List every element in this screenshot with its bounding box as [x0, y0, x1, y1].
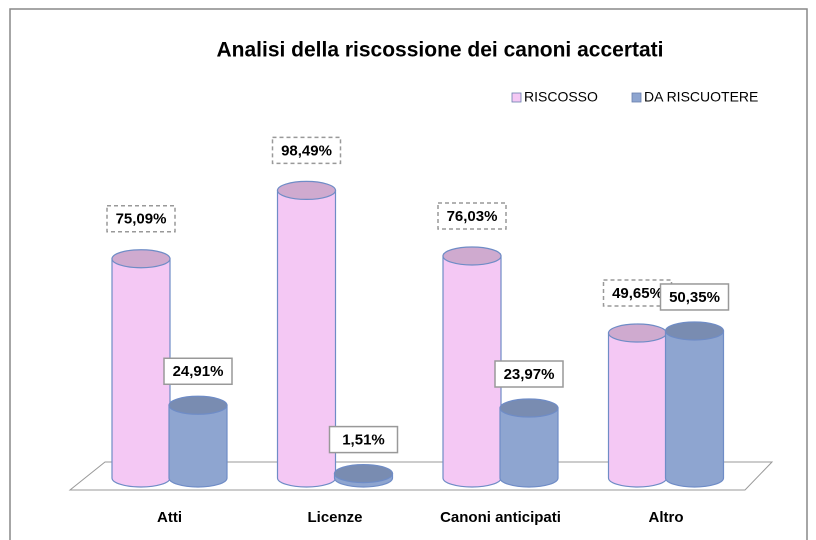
value-label: 50,35%: [669, 289, 720, 306]
bar-top: [111, 249, 171, 269]
bar-top: [442, 246, 502, 266]
bar-top: [276, 180, 337, 201]
floor: [68, 461, 774, 491]
bar-top: [333, 463, 394, 484]
value-label-box: [437, 202, 507, 230]
bar: [664, 330, 725, 488]
bar: [276, 189, 337, 488]
value-label-box: [328, 425, 399, 454]
legend-label: RISCOSSO: [524, 89, 598, 105]
value-label: 23,97%: [504, 366, 555, 383]
x-tick-label: Licenze: [307, 509, 362, 526]
value-label-box: [659, 283, 730, 311]
bar: [442, 255, 502, 488]
x-tick-label: Altro: [649, 509, 684, 526]
bar: [499, 407, 559, 488]
value-label: 49,65%: [612, 285, 663, 302]
legend-swatch: [631, 92, 642, 103]
value-label: 98,49%: [281, 142, 332, 159]
x-tick-label: Canoni anticipati: [440, 509, 561, 526]
chart-title: Analisi della riscossione dei canoni acc…: [216, 39, 663, 62]
value-label-box: [494, 360, 564, 388]
bar: [168, 404, 228, 488]
bar-top: [664, 321, 725, 341]
value-label: 24,91%: [173, 363, 224, 380]
value-label-box: [163, 357, 233, 386]
bar-top: [499, 398, 559, 418]
value-label-box: [106, 204, 176, 233]
bar: [607, 332, 668, 488]
value-label: 75,09%: [116, 211, 167, 228]
bar: [111, 258, 171, 488]
value-label: 1,51%: [342, 432, 385, 449]
legend-label: DA RISCUOTERE: [644, 89, 758, 105]
value-label: 76,03%: [447, 208, 498, 225]
value-label-box: [271, 136, 342, 165]
legend-swatch: [511, 92, 522, 103]
bar-top: [607, 323, 668, 343]
x-tick-label: Atti: [157, 509, 182, 526]
bar-top: [168, 395, 228, 415]
